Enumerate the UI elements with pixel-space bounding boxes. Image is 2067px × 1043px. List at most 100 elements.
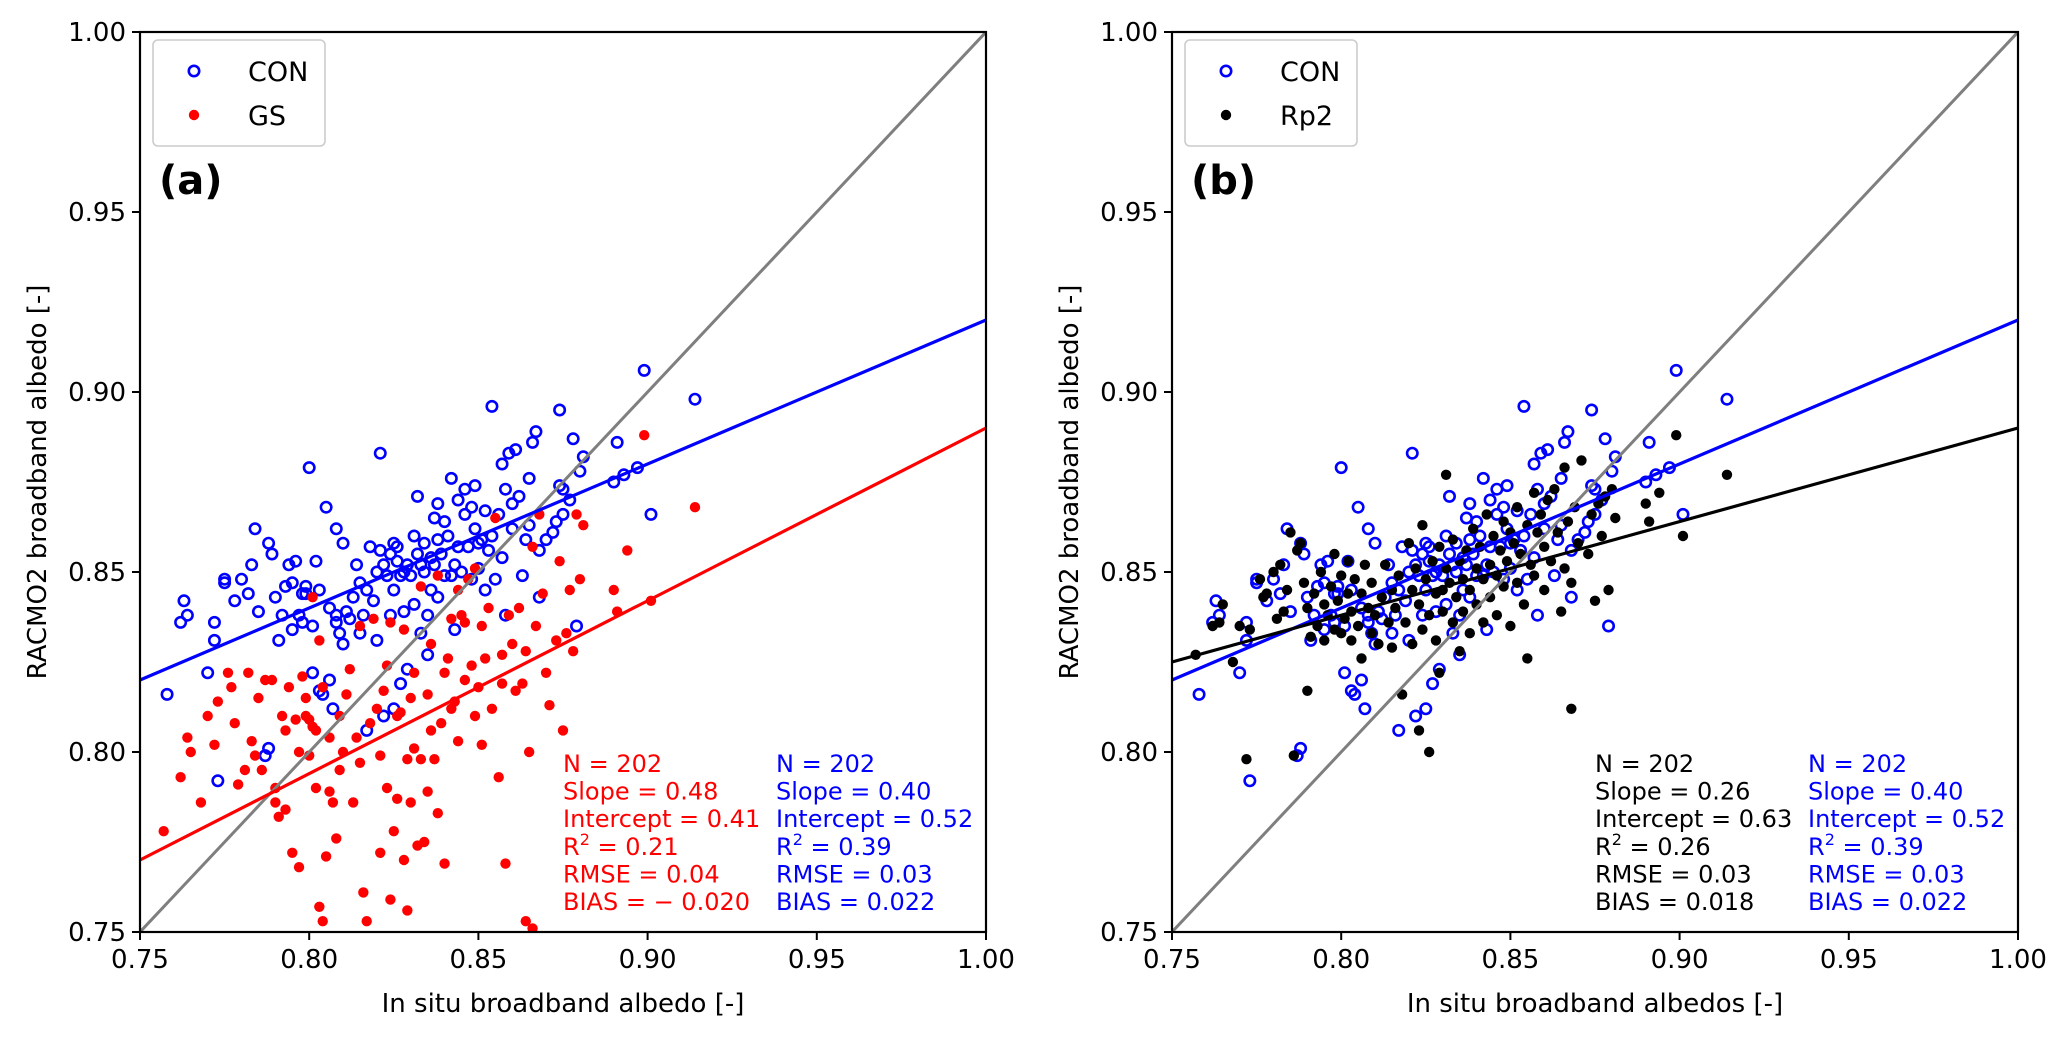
legend-label: Rp2 — [1280, 101, 1333, 132]
rp2-point — [1495, 545, 1506, 556]
gs-point — [425, 638, 437, 650]
x-tick-label: 0.75 — [1143, 945, 1201, 975]
rp2-point — [1356, 653, 1367, 664]
gs-point — [385, 617, 396, 628]
gs-point — [327, 797, 339, 808]
con-point — [1385, 626, 1399, 640]
rp2-point — [1379, 559, 1391, 570]
con-point — [1294, 741, 1308, 755]
con-point — [556, 507, 570, 521]
y-axis-label: RACMO2 broadband albedo [-] — [23, 285, 53, 680]
con-point — [390, 540, 404, 554]
con-point — [566, 432, 580, 446]
con-point — [387, 583, 401, 597]
gs-point — [246, 736, 257, 747]
con-point — [1233, 666, 1247, 680]
gs-point — [554, 556, 565, 567]
gs-point — [537, 588, 548, 599]
gs-point — [283, 682, 295, 693]
legend-label: GS — [248, 101, 286, 132]
rp2-point — [1342, 588, 1354, 599]
con-point — [207, 615, 221, 629]
rp2-point — [1217, 599, 1228, 610]
gs-point — [405, 692, 416, 704]
stat-intercept: Intercept = 0.41 — [563, 805, 760, 833]
con-point — [1446, 626, 1460, 640]
rp2-point — [1457, 606, 1469, 617]
con-point — [1497, 500, 1511, 514]
rp2-point — [1373, 638, 1384, 650]
rp2-point — [1559, 563, 1570, 574]
stat-r2: R2 = 0.39 — [1808, 830, 1924, 861]
con-point — [410, 547, 424, 561]
rp2-point — [1528, 487, 1540, 498]
con-point — [218, 572, 232, 586]
rp2-point — [1278, 606, 1289, 617]
con-point — [1558, 435, 1572, 449]
gs-point — [317, 916, 328, 927]
gs-point — [469, 710, 481, 722]
con-point — [1192, 687, 1206, 701]
rp2-point — [1603, 584, 1614, 596]
y-tick-label: 0.95 — [68, 198, 126, 228]
con-point — [1348, 687, 1362, 701]
rp2-point — [1298, 577, 1310, 588]
y-tick-label: 1.00 — [68, 18, 126, 48]
rp2-point — [1643, 516, 1655, 527]
rp2-point — [1522, 653, 1533, 664]
con-point — [373, 543, 387, 557]
rp2-point — [1555, 606, 1567, 617]
gs-point — [466, 660, 477, 671]
con-point — [495, 551, 509, 565]
rp2-fit-line — [1172, 426, 2018, 664]
gs-point — [195, 797, 207, 808]
rp2-point — [1234, 620, 1245, 632]
con-point — [285, 623, 299, 637]
gs-point — [622, 545, 633, 556]
legend: CON Rp2 — [1184, 39, 1358, 147]
rp2-point — [1400, 617, 1411, 628]
con-point — [1564, 590, 1578, 604]
identity-line — [140, 32, 986, 932]
con-point — [1483, 493, 1497, 507]
gs-point — [290, 714, 301, 725]
con-point — [505, 497, 519, 511]
gs-point — [395, 707, 406, 718]
con-point — [363, 540, 377, 554]
con-point — [1500, 479, 1514, 493]
con-point — [553, 403, 567, 417]
con-point — [404, 569, 418, 583]
y-tick-label: 0.80 — [1100, 738, 1158, 768]
con-point — [1585, 479, 1599, 493]
con-point — [553, 479, 567, 493]
gs-point — [544, 700, 555, 711]
con-point — [448, 623, 462, 637]
con-point — [1321, 554, 1335, 568]
con-point — [383, 547, 397, 561]
gs-point — [408, 667, 420, 678]
stat-n: N = 202 — [1595, 750, 1694, 778]
con-point — [417, 565, 431, 579]
con-point — [488, 572, 502, 586]
x-tick-label: 0.90 — [1651, 945, 1709, 975]
con-point — [1578, 525, 1592, 539]
con-point — [431, 497, 445, 511]
stat-r2: R2 = 0.39 — [776, 830, 892, 861]
gs-point — [452, 736, 464, 747]
con-point — [482, 543, 496, 557]
legend-label: CON — [1280, 57, 1340, 88]
con-point — [498, 482, 512, 496]
gs-point — [280, 725, 291, 736]
rp2-point — [1518, 599, 1530, 610]
rp2-point — [1356, 588, 1367, 599]
gs-point — [476, 739, 487, 750]
stat-n: N = 202 — [776, 750, 875, 778]
con-point — [1415, 547, 1429, 561]
rp2-point — [1254, 574, 1266, 585]
y-tick-label: 0.80 — [68, 738, 126, 768]
rp2-point — [1471, 563, 1482, 574]
gs-point — [422, 689, 433, 700]
